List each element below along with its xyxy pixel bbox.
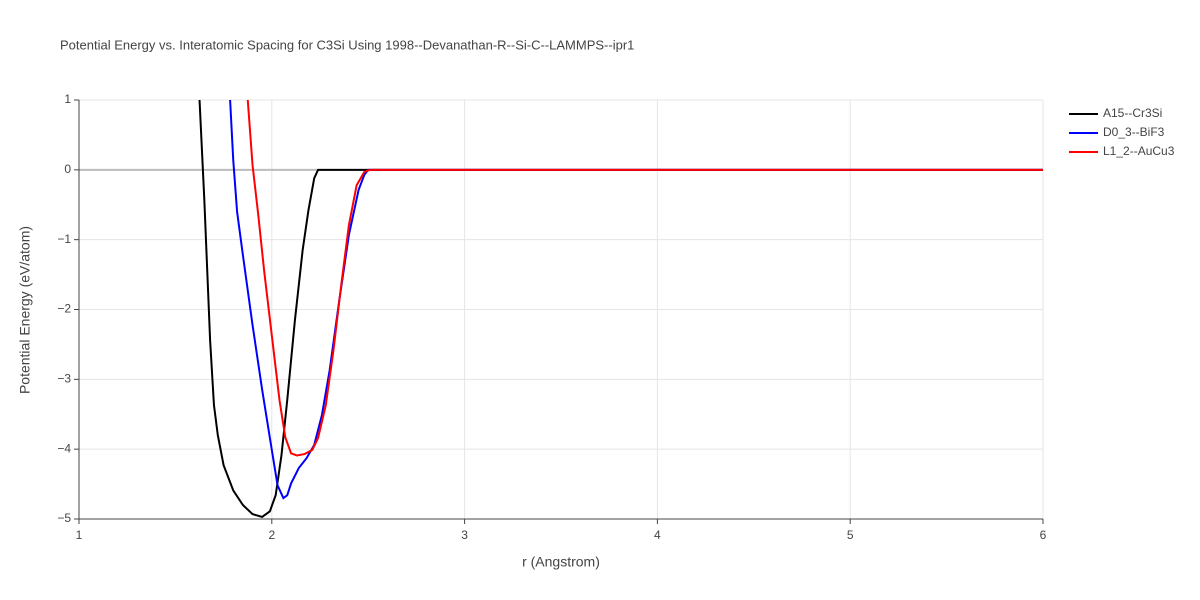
legend-label: L1_2--AuCu3 (1103, 144, 1175, 158)
x-tick-label: 1 (76, 528, 83, 542)
x-axis-label: r (Angstrom) (522, 554, 600, 570)
y-axis-label: Potential Energy (eV/atom) (17, 226, 33, 394)
x-tick-label: 2 (268, 528, 275, 542)
x-tick-label: 3 (461, 528, 468, 542)
y-tick-label: 1 (64, 92, 71, 106)
legend-label: A15--Cr3Si (1103, 106, 1162, 120)
y-tick-label: 0 (64, 162, 71, 176)
legend-label: D0_3--BiF3 (1103, 125, 1165, 139)
y-tick-label: −5 (57, 511, 71, 525)
y-tick-label: −2 (57, 302, 71, 316)
y-tick-label: −3 (57, 372, 71, 386)
plot-area (198, 100, 1043, 519)
x-tick-label: 5 (847, 528, 854, 542)
legend: A15--Cr3Si D0_3--BiF3 L1_2--AuCu3 (1069, 106, 1175, 158)
series-line (246, 100, 1043, 457)
grid: 1 2 3 4 5 6 −5 −4 −3 −2 −1 0 1 (57, 92, 1046, 542)
series-line (229, 100, 1043, 500)
x-tick-label: 6 (1040, 528, 1047, 542)
series-line (198, 100, 1043, 519)
y-tick-label: −1 (57, 232, 71, 246)
y-tick-label: −4 (57, 441, 71, 455)
chart-title: Potential Energy vs. Interatomic Spacing… (60, 37, 634, 52)
x-tick-label: 4 (654, 528, 661, 542)
